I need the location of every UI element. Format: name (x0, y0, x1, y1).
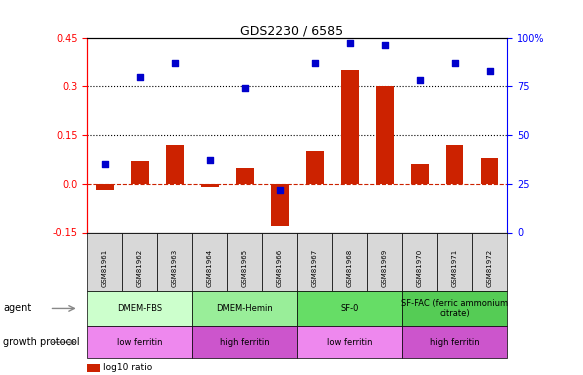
Text: GSM81969: GSM81969 (382, 249, 388, 287)
Text: growth protocol: growth protocol (3, 337, 79, 347)
Bar (236, 168, 254, 184)
Text: GSM81962: GSM81962 (137, 249, 143, 287)
Bar (341, 70, 359, 184)
Text: GSM81965: GSM81965 (242, 249, 248, 287)
Text: high ferritin: high ferritin (430, 338, 480, 346)
Text: low ferritin: low ferritin (327, 338, 373, 346)
Text: DMEM-FBS: DMEM-FBS (117, 304, 163, 313)
Text: GSM81967: GSM81967 (312, 249, 318, 287)
Bar (446, 145, 463, 184)
Bar (411, 164, 429, 184)
Text: low ferritin: low ferritin (117, 338, 163, 346)
Text: GSM81964: GSM81964 (207, 249, 213, 287)
Text: SF-0: SF-0 (340, 304, 359, 313)
Point (275, 187, 285, 193)
Point (135, 74, 145, 80)
Text: GSM81968: GSM81968 (347, 249, 353, 287)
Point (205, 158, 215, 164)
Text: GSM81961: GSM81961 (102, 249, 108, 287)
Text: log10 ratio: log10 ratio (103, 363, 152, 372)
Text: GSM81963: GSM81963 (172, 249, 178, 287)
Point (240, 85, 250, 91)
Bar (481, 158, 498, 184)
Bar (271, 184, 289, 226)
Text: GSM81972: GSM81972 (487, 249, 493, 287)
Text: SF-FAC (ferric ammonium
citrate): SF-FAC (ferric ammonium citrate) (401, 299, 508, 318)
Point (485, 68, 494, 74)
Text: GSM81966: GSM81966 (277, 249, 283, 287)
Text: GSM81970: GSM81970 (417, 249, 423, 287)
Bar (306, 151, 324, 184)
Point (345, 40, 354, 46)
Bar (376, 86, 394, 184)
Point (450, 60, 459, 66)
Point (100, 161, 110, 167)
Bar (201, 184, 219, 187)
Bar (166, 145, 184, 184)
Text: high ferritin: high ferritin (220, 338, 270, 346)
Bar (131, 161, 149, 184)
Point (170, 60, 180, 66)
Point (415, 77, 424, 83)
Point (380, 42, 389, 48)
Text: DMEM-Hemin: DMEM-Hemin (216, 304, 273, 313)
Text: GDS2230 / 6585: GDS2230 / 6585 (240, 24, 343, 38)
Point (310, 60, 319, 66)
Text: GSM81971: GSM81971 (452, 249, 458, 287)
Text: agent: agent (3, 303, 31, 313)
Bar (96, 184, 114, 190)
